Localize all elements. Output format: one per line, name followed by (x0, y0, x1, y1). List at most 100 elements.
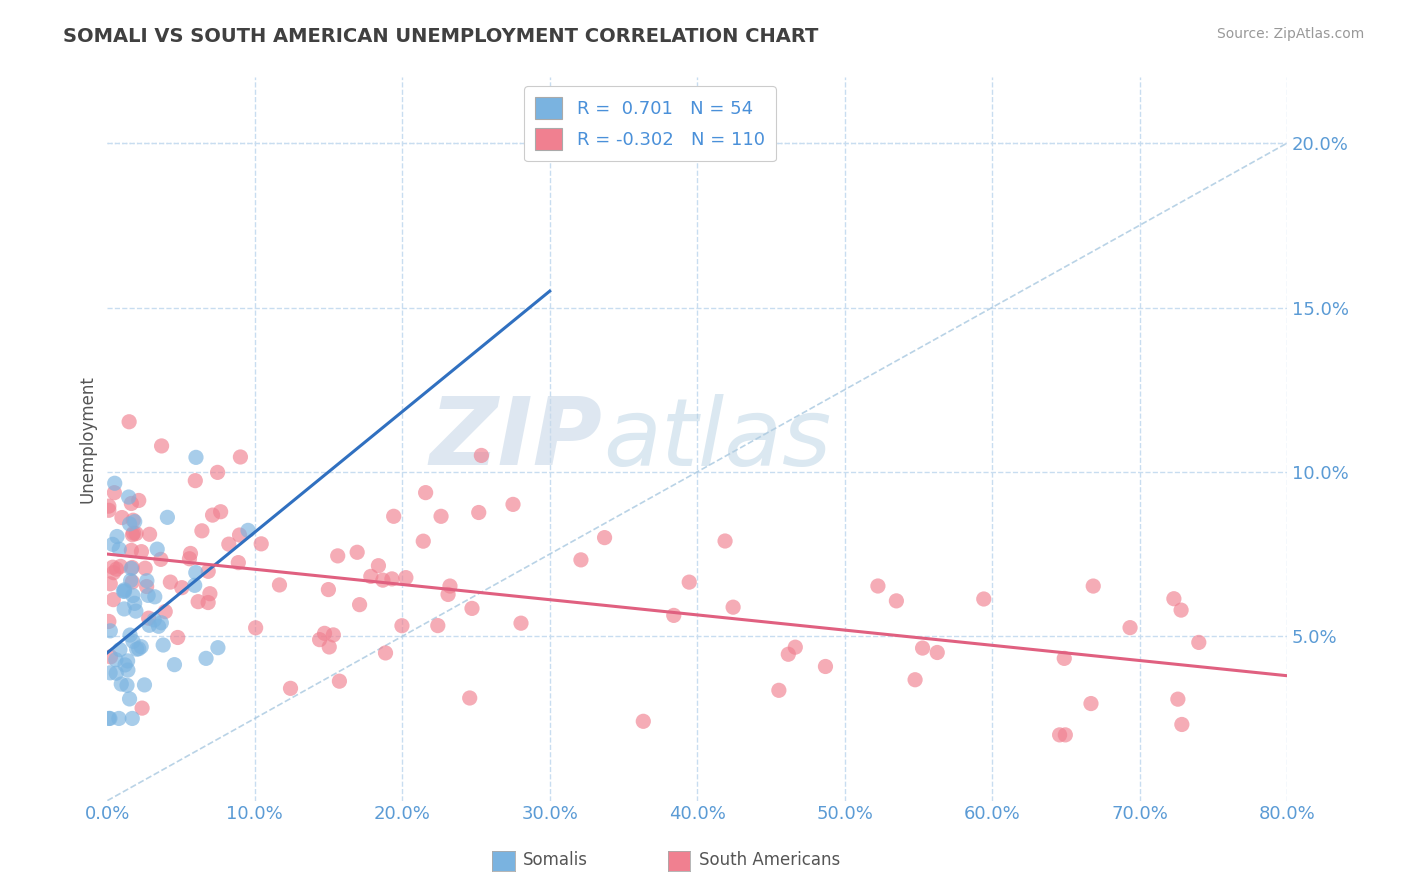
Point (98, 665, 121, 680)
Point (371, 573, 394, 587)
Point (593, 531, 616, 545)
Point (163, 657, 186, 672)
Point (138, 527, 160, 541)
Point (184, 450, 207, 465)
Point (198, 587, 221, 601)
Point (120, 496, 142, 510)
Point (101, 560, 124, 574)
Point (1163, 591, 1185, 606)
Point (228, 528, 250, 542)
Point (131, 701, 153, 715)
Point (100, 649, 122, 664)
Point (183, 578, 205, 592)
Point (118, 692, 141, 706)
Point (207, 466, 229, 480)
Point (391, 618, 413, 632)
Point (98, 576, 121, 591)
Point (134, 561, 156, 575)
Point (569, 553, 592, 567)
Point (197, 565, 219, 579)
Point (114, 657, 136, 672)
Point (973, 592, 995, 607)
Point (322, 628, 344, 642)
Point (349, 598, 371, 612)
Point (184, 566, 207, 580)
Point (395, 571, 418, 585)
Point (179, 551, 201, 566)
Point (98, 711, 121, 725)
Point (678, 575, 700, 590)
Point (187, 595, 209, 609)
Text: Somalis: Somalis (523, 851, 588, 869)
Point (768, 683, 790, 698)
Point (228, 556, 250, 570)
Point (105, 562, 128, 576)
Text: ZIP: ZIP (430, 393, 603, 485)
Point (131, 544, 153, 558)
Point (510, 616, 533, 631)
Point (146, 542, 169, 557)
Point (114, 584, 136, 599)
Point (218, 537, 240, 551)
Point (721, 600, 744, 615)
Point (250, 537, 273, 551)
Point (904, 673, 927, 687)
Point (118, 516, 141, 531)
Point (134, 678, 156, 692)
Point (412, 534, 434, 549)
Point (135, 574, 157, 588)
Point (633, 714, 655, 729)
Point (778, 647, 800, 661)
Point (150, 615, 173, 630)
Point (326, 549, 349, 563)
Point (149, 552, 172, 566)
Point (1053, 651, 1076, 665)
Text: atlas: atlas (603, 393, 831, 484)
Point (114, 582, 136, 597)
Point (108, 542, 131, 557)
Point (179, 546, 201, 560)
Point (170, 581, 193, 595)
Point (128, 641, 150, 656)
Point (148, 619, 170, 633)
Point (121, 560, 143, 574)
Point (662, 608, 685, 623)
Point (97, 499, 120, 513)
Point (97, 503, 120, 517)
Point (714, 534, 737, 549)
Point (467, 506, 489, 520)
Point (1171, 717, 1194, 731)
Point (927, 645, 949, 659)
Point (437, 587, 460, 601)
Point (430, 509, 453, 524)
Point (1080, 697, 1102, 711)
Point (201, 508, 224, 522)
Point (103, 566, 125, 580)
Point (318, 582, 340, 597)
Point (97, 711, 120, 725)
Point (98, 624, 121, 638)
Point (159, 575, 181, 590)
Point (121, 575, 143, 590)
Point (911, 641, 934, 656)
Point (120, 543, 142, 558)
Point (117, 654, 139, 668)
Point (122, 526, 145, 541)
Point (112, 602, 135, 616)
Point (439, 579, 461, 593)
Point (122, 634, 145, 648)
Point (105, 529, 128, 543)
Point (866, 579, 889, 593)
Point (426, 618, 449, 632)
Point (124, 596, 146, 610)
Point (120, 574, 142, 588)
Point (328, 674, 350, 689)
Point (136, 588, 159, 602)
Point (502, 497, 524, 511)
Point (105, 666, 128, 681)
Point (122, 589, 145, 603)
Point (118, 490, 141, 504)
Point (150, 439, 173, 453)
Point (108, 711, 131, 725)
Point (184, 474, 207, 488)
